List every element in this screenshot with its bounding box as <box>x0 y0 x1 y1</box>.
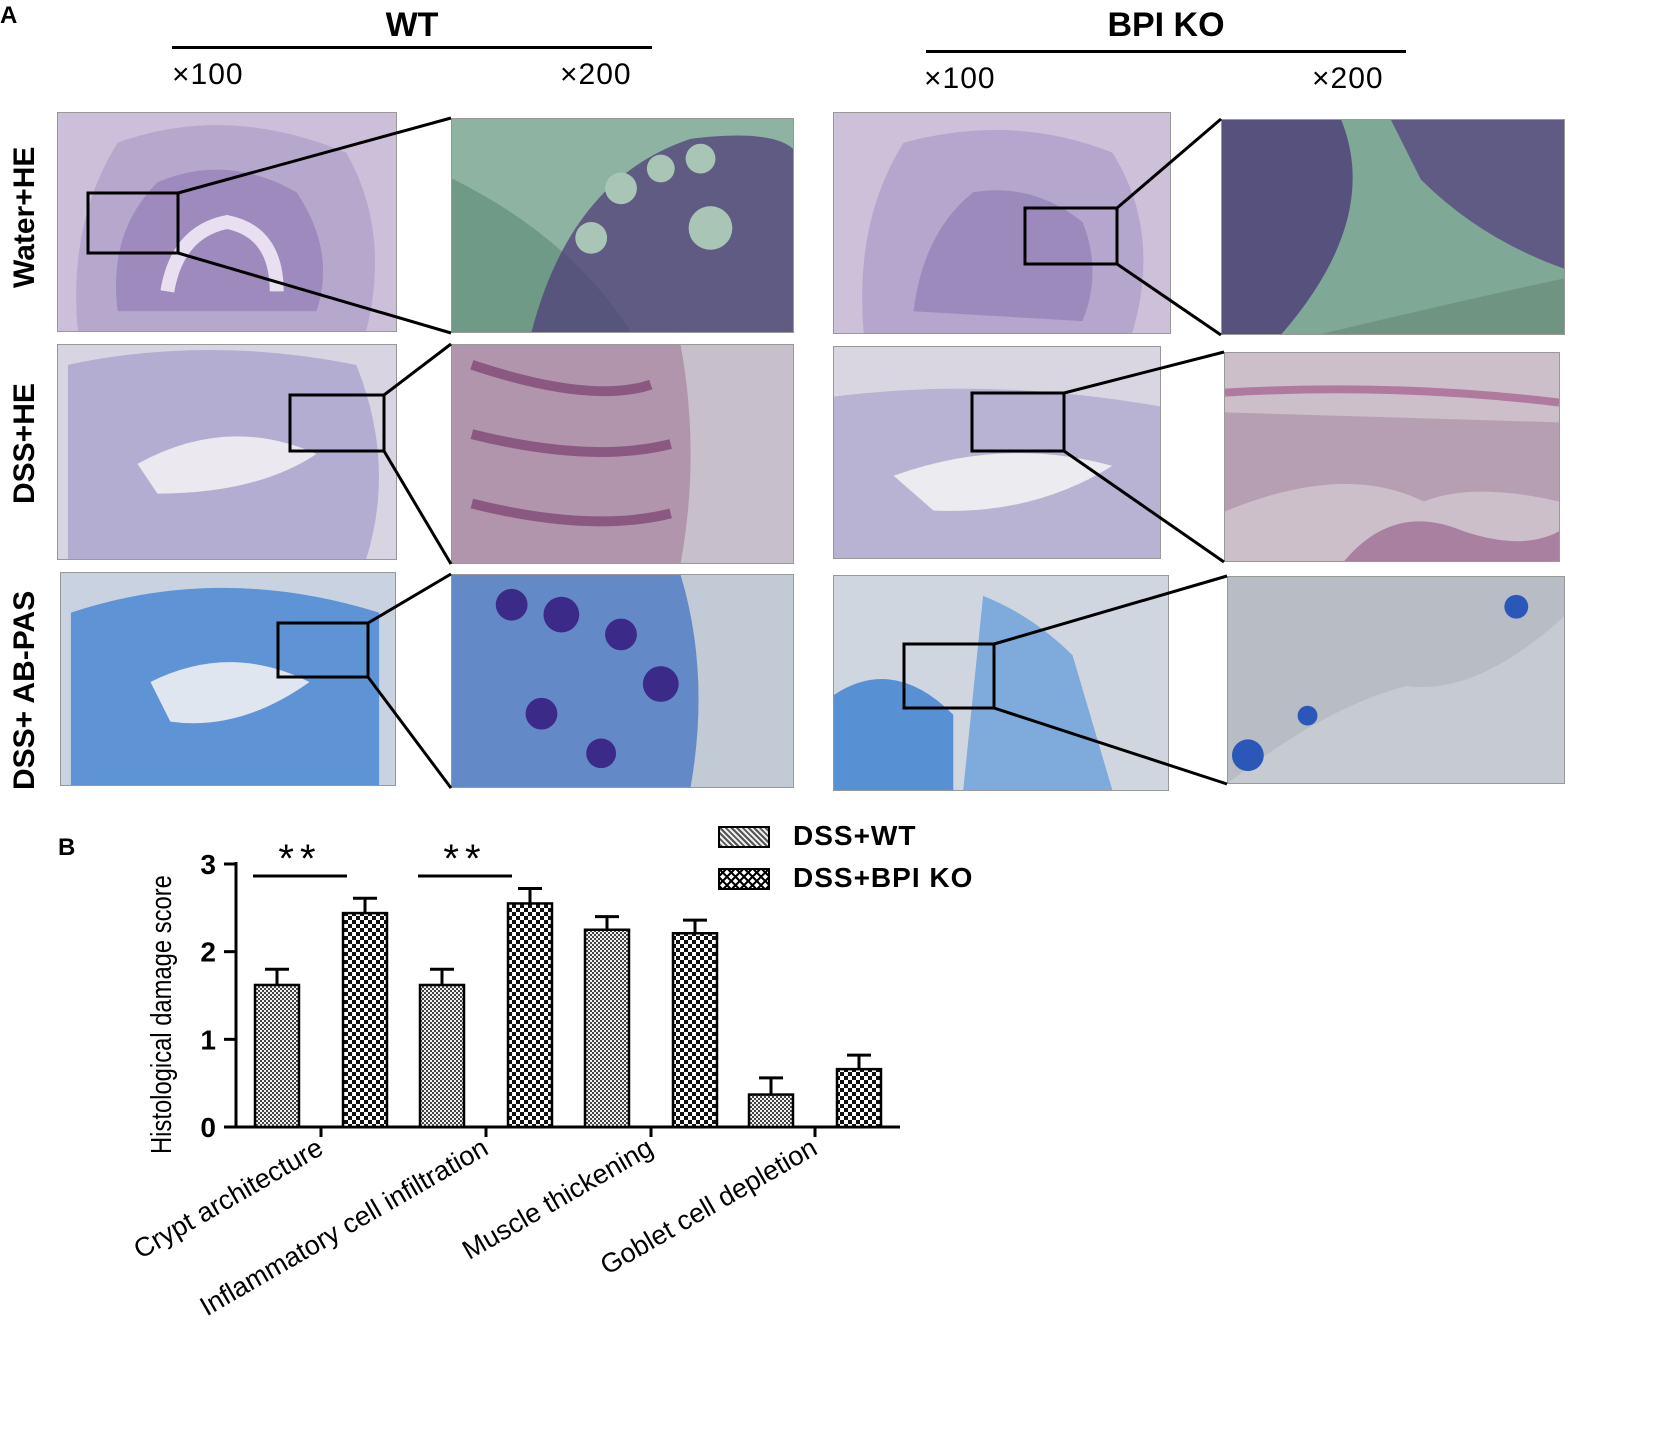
connector-line <box>993 574 1228 646</box>
bar-dss-wt <box>583 928 631 1129</box>
mag-label-ko-high: ×200 <box>1312 62 1384 95</box>
bar-dss-bpi-ko <box>506 902 554 1129</box>
bar-dss-wt <box>253 983 301 1129</box>
bar-dss-bpi-ko <box>671 932 719 1129</box>
connector-line <box>366 676 453 789</box>
micrograph-wt-dss-abpas-x200 <box>451 574 794 788</box>
connector-line <box>382 450 453 565</box>
mag-label-wt-high: ×200 <box>560 58 632 91</box>
y-tick-label: 3 <box>200 849 216 880</box>
zoom-overlay <box>86 116 1228 789</box>
micrograph-wt-water-x200 <box>451 118 794 333</box>
panel-b-label: B <box>58 834 76 861</box>
legend-swatch-dss-bpi-ko <box>718 868 770 890</box>
zoom-box-wt-dss-he <box>288 393 386 453</box>
micrograph-wt-water-x100 <box>57 112 397 332</box>
zoom-box-wt-dss-abpas <box>276 621 370 679</box>
bar-dss-bpi-ko <box>835 1067 883 1129</box>
legend-swatch-dss-wt <box>718 826 770 848</box>
connector-line <box>1063 350 1225 395</box>
micrograph-ko-dss-he-x200 <box>1224 352 1560 562</box>
y-tick-label: 0 <box>200 1112 216 1143</box>
connector-line <box>383 342 452 397</box>
connector-line <box>993 706 1228 786</box>
micrograph-wt-dss-abpas-x100 <box>60 572 396 786</box>
micrograph-wt-dss-he-x200 <box>451 344 794 564</box>
connector-line <box>1063 449 1225 564</box>
micrograph-ko-dss-abpas-x200 <box>1227 576 1565 784</box>
zoom-box-ko-water <box>1023 206 1119 266</box>
x-category-label: Inflammatory cell infiltration <box>195 1132 493 1322</box>
y-tick-label: 2 <box>200 937 216 968</box>
zoom-box-ko-dss-abpas <box>902 642 996 710</box>
mag-label-wt-low: ×100 <box>172 58 244 91</box>
bar-dss-wt <box>747 1093 795 1129</box>
legend-label-dss-bpi-ko: DSS+BPI KO <box>793 862 974 893</box>
panel-a-label: A <box>0 2 18 29</box>
connector-line <box>177 251 452 335</box>
bar-dss-bpi-ko <box>341 911 389 1129</box>
connector-line <box>177 116 452 195</box>
significance-label: ** <box>278 837 321 881</box>
mag-label-ko-low: ×100 <box>924 62 996 95</box>
bar-dss-wt <box>418 983 466 1129</box>
zoom-box-wt-water <box>86 191 180 255</box>
micrograph-ko-water-x100 <box>833 112 1171 334</box>
significance-label: ** <box>443 837 486 881</box>
micrograph-ko-dss-he-x100 <box>833 346 1161 559</box>
zoom-box-ko-dss-he <box>970 391 1066 453</box>
legend-label-dss-wt: DSS+WT <box>793 820 917 851</box>
group-title-bpi-ko: BPI KO <box>1107 6 1225 44</box>
micrograph-ko-dss-abpas-x100 <box>833 575 1169 791</box>
connector-line <box>1116 117 1222 210</box>
connector-line <box>1116 262 1222 337</box>
connector-line <box>367 572 452 625</box>
group-title-wt: WT <box>385 6 439 44</box>
group-underline-wt <box>172 46 652 49</box>
micrograph-ko-water-x200 <box>1221 119 1565 335</box>
group-underline-bpi-ko <box>926 50 1406 53</box>
y-tick-label: 1 <box>200 1024 216 1055</box>
